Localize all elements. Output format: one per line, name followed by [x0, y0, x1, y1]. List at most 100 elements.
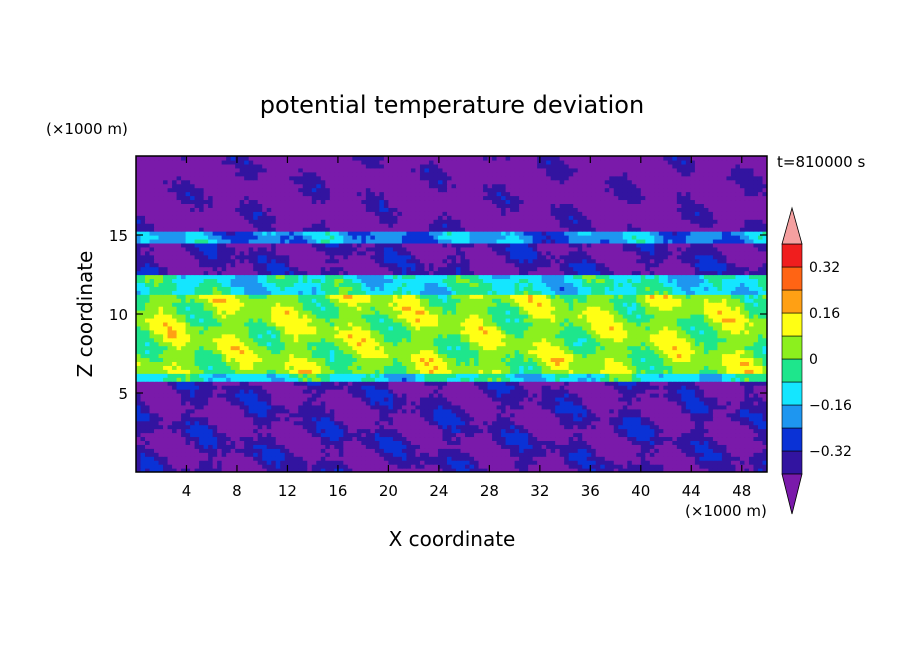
contour-cell	[663, 436, 669, 441]
contour-cell	[550, 333, 556, 339]
contour-cell	[383, 385, 389, 390]
contour-cell	[451, 345, 457, 351]
contour-cell	[230, 404, 236, 410]
contour-cell	[298, 436, 304, 441]
contour-cell	[293, 389, 299, 394]
contour-cell	[663, 400, 669, 406]
contour-cell	[735, 349, 741, 355]
contour-cell	[631, 341, 637, 347]
contour-cell	[753, 400, 759, 406]
contour-cell	[591, 361, 597, 366]
contour-cell	[275, 381, 281, 386]
contour-cell	[212, 412, 218, 418]
contour-cell	[496, 353, 502, 359]
contour-cell	[208, 440, 214, 445]
contour-cell	[469, 452, 475, 457]
contour-cell	[154, 381, 160, 386]
contour-cell	[618, 448, 624, 453]
contour-cell	[537, 393, 543, 398]
contour-cell	[181, 369, 187, 374]
contour-cell	[392, 408, 399, 414]
contour-cell	[541, 393, 547, 398]
contour-cell	[185, 428, 191, 434]
contour-cell	[654, 436, 660, 441]
contour-cell	[690, 412, 696, 418]
contour-cell	[757, 432, 764, 438]
contour-cell	[505, 452, 511, 457]
contour-cell	[550, 452, 556, 457]
contour-cell	[176, 464, 182, 469]
contour-cell	[636, 353, 642, 359]
contour-cell	[293, 345, 299, 351]
contour-cell	[721, 420, 728, 426]
contour-cell	[712, 468, 719, 472]
contour-cell	[744, 468, 750, 472]
contour-cell	[154, 444, 160, 449]
contour-cell	[667, 448, 673, 453]
contour-cell	[149, 456, 155, 461]
contour-cell	[739, 400, 746, 406]
contour-cell	[298, 365, 304, 370]
contour-cell	[469, 436, 475, 441]
contour-cell	[199, 464, 205, 469]
contour-cell	[501, 365, 507, 370]
contour-cell	[154, 400, 160, 406]
contour-cell	[730, 460, 737, 465]
contour-cell	[208, 329, 214, 335]
contour-cell	[262, 396, 268, 402]
contour-cell	[149, 357, 155, 362]
contour-cell	[181, 412, 187, 418]
contour-cell	[262, 349, 268, 355]
contour-cell	[437, 468, 444, 472]
contour-cell	[163, 329, 169, 335]
contour-cell	[501, 349, 507, 355]
contour-cell	[613, 333, 619, 339]
contour-cell	[280, 341, 286, 347]
contour-cell	[343, 404, 349, 410]
contour-cell	[347, 385, 353, 390]
contour-cell	[573, 436, 579, 441]
contour-cell	[541, 365, 547, 370]
contour-cell	[519, 416, 525, 422]
contour-cell	[694, 333, 700, 339]
contour-cell	[604, 349, 610, 355]
contour-cell	[609, 349, 615, 355]
contour-cell	[410, 452, 417, 457]
contour-cell	[622, 420, 628, 426]
contour-cell	[739, 416, 746, 422]
contour-cell	[424, 448, 430, 453]
contour-cell	[708, 365, 714, 370]
contour-cell	[609, 365, 615, 370]
contour-cell	[388, 365, 394, 370]
contour-cell	[271, 432, 277, 438]
contour-cell	[555, 448, 561, 453]
contour-cell	[645, 361, 651, 366]
contour-cell	[136, 404, 142, 410]
contour-cell	[343, 408, 349, 414]
contour-cell	[618, 436, 624, 441]
contour-cell	[537, 345, 543, 351]
contour-cell	[555, 369, 561, 374]
contour-cell	[307, 333, 313, 339]
contour-cell	[154, 329, 160, 335]
contour-cell	[519, 408, 525, 414]
contour-cell	[158, 456, 164, 461]
contour-cell	[343, 357, 349, 362]
contour-cell	[136, 345, 142, 351]
contour-cell	[392, 349, 399, 355]
contour-cell	[194, 337, 200, 343]
contour-cell	[537, 432, 543, 438]
contour-cell	[311, 381, 317, 386]
contour-cell	[690, 468, 696, 472]
contour-cell	[501, 345, 507, 351]
contour-cell	[676, 412, 682, 418]
contour-cell	[415, 365, 421, 370]
contour-cell	[437, 444, 444, 449]
contour-cell	[442, 412, 448, 418]
contour-cell	[762, 400, 767, 406]
contour-cell	[401, 385, 408, 390]
contour-cell	[618, 444, 624, 449]
contour-cell	[510, 420, 516, 426]
contour-cell	[573, 341, 579, 347]
contour-cell	[721, 396, 728, 402]
